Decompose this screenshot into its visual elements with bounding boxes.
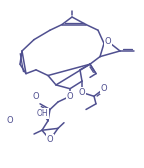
Text: O: O xyxy=(105,37,111,46)
Text: O: O xyxy=(47,135,53,144)
Text: O: O xyxy=(79,88,85,97)
Text: O: O xyxy=(101,84,107,93)
Text: O: O xyxy=(67,92,73,101)
Text: O: O xyxy=(33,92,39,101)
Text: OH: OH xyxy=(36,109,48,118)
Text: O: O xyxy=(7,116,13,125)
